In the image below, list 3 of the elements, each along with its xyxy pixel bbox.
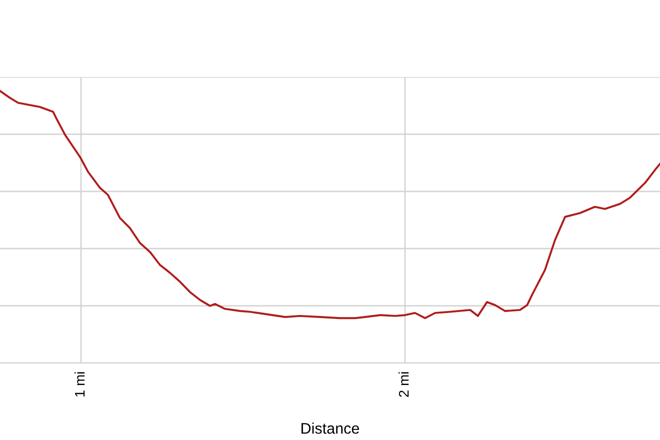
x-axis-title: Distance [302, 422, 360, 434]
x-tick-label: 2 mi [398, 372, 409, 397]
x-tick-label: 1 mi [74, 372, 85, 397]
